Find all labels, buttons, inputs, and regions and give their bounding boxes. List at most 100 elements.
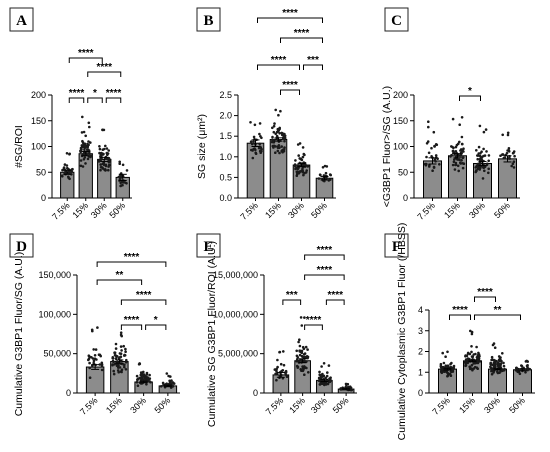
- significance-bracket: [96, 261, 167, 267]
- data-point: [278, 151, 281, 155]
- data-point: [94, 348, 98, 351]
- data-point: [329, 178, 332, 181]
- data-point: [492, 365, 496, 368]
- data-point: [475, 366, 479, 370]
- category-label: 7.5%: [264, 395, 286, 417]
- data-point: [470, 363, 474, 367]
- significance-bracket: [459, 95, 481, 101]
- data-point: [124, 360, 128, 364]
- data-point: [490, 358, 493, 362]
- y-tick-label: 0: [41, 193, 46, 203]
- data-point: [424, 163, 428, 167]
- data-point: [171, 384, 174, 388]
- data-point: [102, 163, 106, 166]
- y-tick-label: 0.5: [219, 172, 232, 182]
- y-tick-label: 50: [398, 167, 408, 177]
- significance-label: ****: [327, 290, 343, 301]
- significance-bracket: [120, 299, 167, 305]
- data-point: [81, 141, 85, 144]
- data-point: [79, 159, 83, 162]
- data-point: [425, 155, 428, 159]
- data-point: [459, 162, 463, 165]
- bar-15%: [448, 155, 467, 199]
- y-tick-label: 2.0: [219, 111, 232, 121]
- data-point: [525, 359, 528, 363]
- data-point: [123, 363, 126, 367]
- data-point: [259, 149, 263, 153]
- data-point: [140, 376, 143, 380]
- significance-label: ****: [271, 55, 287, 66]
- data-point: [254, 148, 257, 152]
- data-point: [145, 371, 149, 375]
- data-point: [139, 371, 143, 374]
- data-point: [464, 354, 467, 357]
- data-point: [283, 146, 286, 149]
- significance-bracket: [87, 97, 103, 103]
- significance-label: ***: [307, 55, 319, 66]
- data-point: [300, 169, 304, 172]
- data-point: [452, 364, 456, 368]
- data-point: [139, 373, 143, 377]
- data-point: [475, 149, 478, 152]
- y-tick-label: 100: [31, 142, 46, 152]
- data-point: [469, 329, 472, 333]
- data-point: [506, 131, 510, 135]
- data-point: [501, 369, 504, 373]
- data-point: [98, 151, 101, 155]
- data-point: [95, 358, 98, 361]
- data-point: [483, 154, 487, 157]
- data-point: [502, 364, 506, 368]
- significance-label: *: [154, 315, 158, 326]
- significance-label: ****: [452, 305, 468, 316]
- data-point: [274, 145, 277, 148]
- y-tick-label: 15,000,000: [213, 270, 258, 280]
- data-point: [484, 128, 488, 131]
- category-label: 15%: [287, 395, 307, 415]
- data-point: [171, 381, 175, 384]
- data-point: [96, 326, 99, 329]
- data-point: [111, 363, 114, 367]
- data-point: [88, 376, 92, 380]
- data-point: [280, 369, 284, 373]
- data-point: [119, 345, 123, 348]
- significance-label: ****: [282, 80, 298, 91]
- significance-bracket: [87, 71, 122, 77]
- data-point: [465, 359, 468, 363]
- category-label: 50%: [331, 395, 351, 415]
- data-point: [99, 354, 102, 358]
- y-tick-label: 0.0: [219, 193, 232, 203]
- data-point: [303, 171, 306, 175]
- data-point: [446, 350, 449, 354]
- data-point: [71, 167, 74, 171]
- y-tick-label: 0: [418, 388, 423, 398]
- category-label: 15%: [104, 395, 124, 415]
- data-point: [83, 148, 86, 152]
- data-point: [165, 382, 168, 386]
- category-label: 7.5%: [238, 200, 260, 222]
- data-point: [461, 166, 465, 170]
- y-tick-label: 150,000: [38, 270, 71, 280]
- y-tick-label: 4: [418, 305, 423, 315]
- svg-text:C: C: [391, 13, 402, 29]
- category-label: 15%: [263, 200, 283, 220]
- data-point: [490, 372, 494, 376]
- data-point: [101, 128, 104, 132]
- category-label: 30%: [309, 395, 329, 415]
- data-point: [478, 124, 482, 128]
- data-point: [433, 145, 436, 148]
- data-point: [475, 356, 479, 359]
- data-point: [277, 113, 280, 117]
- data-point: [300, 349, 304, 353]
- data-point: [135, 374, 139, 378]
- data-point: [298, 349, 301, 353]
- y-tick-label: 0: [253, 388, 258, 398]
- data-point: [440, 370, 443, 374]
- data-point: [144, 377, 147, 381]
- data-point: [432, 130, 436, 134]
- category-label: 50%: [152, 395, 172, 415]
- data-point: [501, 133, 505, 137]
- data-point: [136, 384, 140, 388]
- data-point: [528, 367, 532, 371]
- data-point: [299, 316, 303, 319]
- data-point: [324, 171, 328, 175]
